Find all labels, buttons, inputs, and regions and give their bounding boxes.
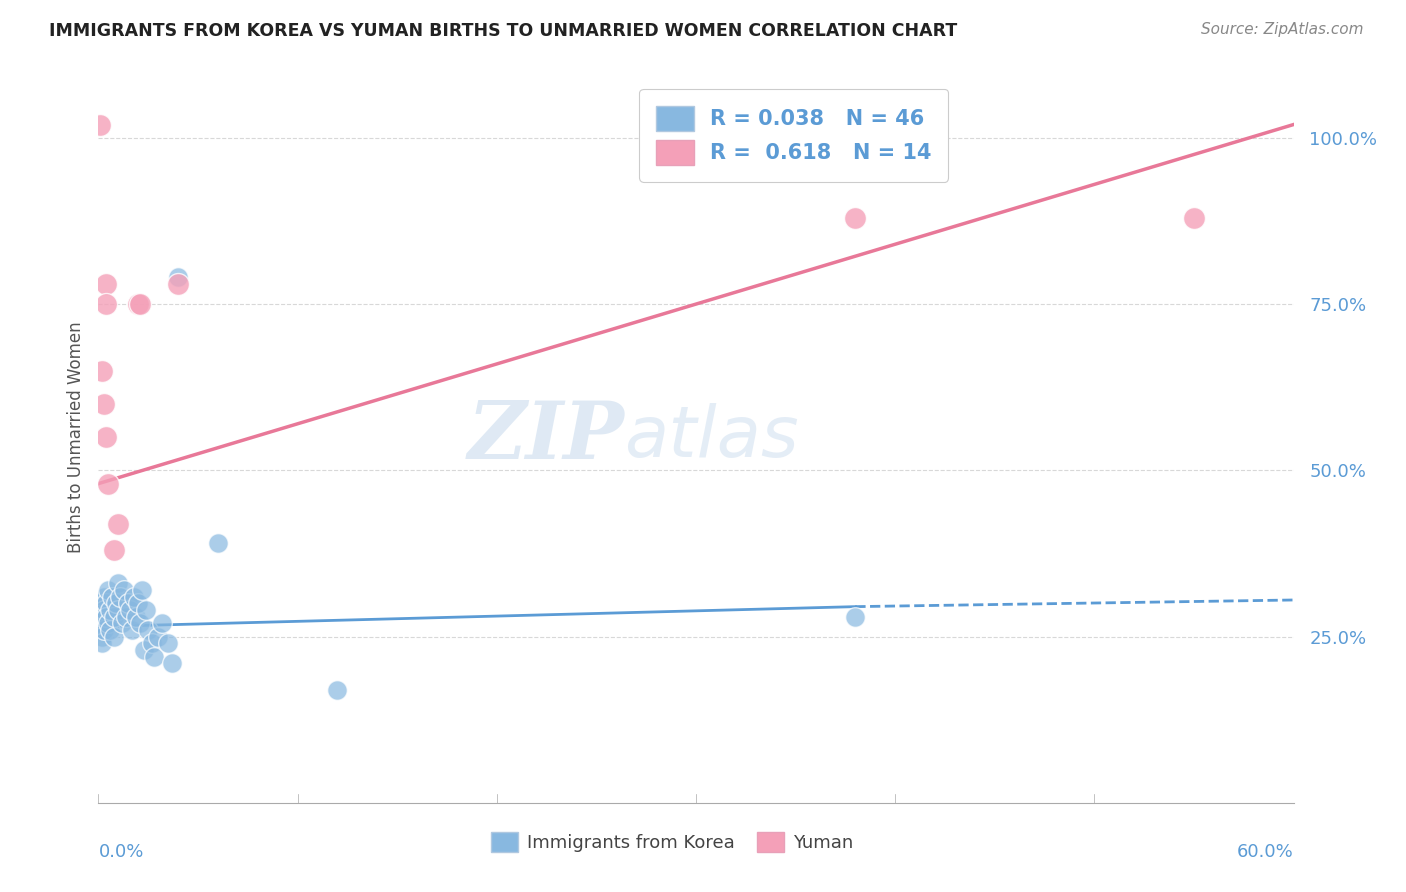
- Point: [93, 397, 115, 411]
- Point: [103, 543, 125, 558]
- Point: [160, 656, 183, 670]
- Point: [89, 596, 111, 610]
- Point: [103, 609, 125, 624]
- Text: IMMIGRANTS FROM KOREA VS YUMAN BIRTHS TO UNMARRIED WOMEN CORRELATION CHART: IMMIGRANTS FROM KOREA VS YUMAN BIRTHS TO…: [49, 22, 957, 40]
- Point: [107, 603, 129, 617]
- Point: [148, 630, 170, 644]
- Point: [127, 297, 149, 311]
- Point: [125, 609, 148, 624]
- Point: [89, 616, 111, 631]
- Point: [167, 270, 190, 285]
- Point: [117, 596, 139, 610]
- Point: [143, 649, 166, 664]
- Point: [141, 636, 163, 650]
- Point: [134, 643, 156, 657]
- Point: [844, 211, 866, 225]
- Point: [129, 616, 152, 631]
- Point: [131, 582, 153, 597]
- Point: [93, 590, 115, 604]
- Point: [135, 603, 157, 617]
- Point: [107, 516, 129, 531]
- Text: Source: ZipAtlas.com: Source: ZipAtlas.com: [1201, 22, 1364, 37]
- Point: [167, 277, 190, 292]
- Point: [111, 616, 134, 631]
- Point: [96, 430, 118, 444]
- Text: 60.0%: 60.0%: [1237, 843, 1294, 861]
- Point: [110, 590, 132, 604]
- Text: atlas: atlas: [624, 402, 799, 472]
- Point: [115, 609, 138, 624]
- Point: [112, 582, 135, 597]
- Text: 0.0%: 0.0%: [98, 843, 143, 861]
- Point: [103, 630, 125, 644]
- Point: [97, 476, 120, 491]
- Point: [107, 576, 129, 591]
- Point: [93, 623, 115, 637]
- Point: [93, 603, 115, 617]
- Point: [121, 623, 143, 637]
- Point: [136, 623, 159, 637]
- Legend: Immigrants from Korea, Yuman: Immigrants from Korea, Yuman: [484, 825, 860, 860]
- Text: ZIP: ZIP: [467, 399, 624, 475]
- Point: [127, 596, 149, 610]
- Point: [96, 609, 118, 624]
- Point: [96, 297, 118, 311]
- Point: [96, 277, 118, 292]
- Point: [98, 603, 122, 617]
- Point: [97, 582, 120, 597]
- Point: [89, 118, 111, 132]
- Point: [97, 616, 120, 631]
- Point: [129, 297, 152, 311]
- Point: [124, 590, 146, 604]
- Point: [150, 616, 173, 631]
- Point: [91, 609, 114, 624]
- Point: [98, 623, 122, 637]
- Y-axis label: Births to Unmarried Women: Births to Unmarried Women: [66, 321, 84, 553]
- Point: [844, 609, 866, 624]
- Point: [120, 603, 142, 617]
- Point: [105, 596, 128, 610]
- Point: [157, 636, 180, 650]
- Point: [101, 590, 124, 604]
- Point: [96, 596, 118, 610]
- Point: [91, 636, 114, 650]
- Point: [1182, 211, 1205, 225]
- Point: [89, 603, 111, 617]
- Point: [91, 630, 114, 644]
- Point: [207, 536, 229, 550]
- Point: [91, 363, 114, 377]
- Point: [326, 682, 349, 697]
